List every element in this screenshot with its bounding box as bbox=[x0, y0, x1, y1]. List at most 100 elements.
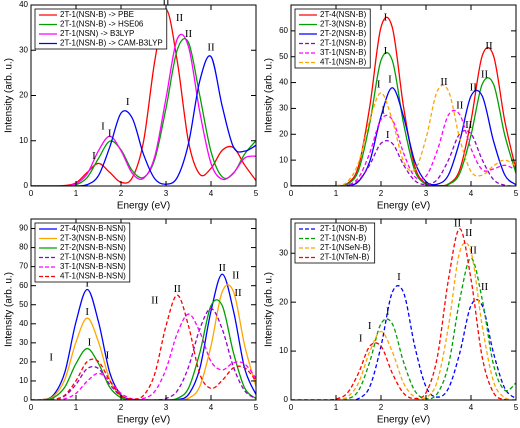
peak-label: II bbox=[465, 227, 473, 239]
y-tick-label: 80 bbox=[19, 243, 28, 252]
axes-frame bbox=[290, 218, 517, 401]
y-tick-label: 10 bbox=[279, 155, 288, 164]
peak-label: II bbox=[440, 76, 448, 88]
legend-entry: 2T-1(NSN-B) bbox=[299, 234, 367, 243]
peak-label: II bbox=[176, 12, 184, 24]
peak-label: I bbox=[85, 306, 89, 318]
legend-entry: 4T-1(NSN-B) bbox=[299, 58, 367, 67]
legend-entry: 4T-1(NSN-B-NSN) bbox=[39, 272, 126, 281]
peak-label: I bbox=[397, 271, 401, 283]
x-tick-label: 3 bbox=[424, 189, 429, 198]
x-tick-label: 3 bbox=[164, 403, 169, 412]
x-tick-label: 2 bbox=[379, 189, 384, 198]
x-tick-label: 1 bbox=[334, 189, 339, 198]
peak-label: II bbox=[470, 244, 478, 256]
x-tick-label: 4 bbox=[469, 403, 474, 412]
y-tick-label: 50 bbox=[19, 300, 28, 309]
y-tick-label: 10 bbox=[19, 136, 28, 145]
legend: 2T-4(NSN-B-NSN)2T-3(NSN-B-NSN)2T-2(NSN-B… bbox=[34, 222, 131, 283]
legend-entry: 2T-3(NSN-B) bbox=[299, 20, 367, 29]
legend-label: 2T-1(NSeN-B) bbox=[320, 243, 371, 252]
y-axis-title: Intensity (arb. u.) bbox=[264, 58, 275, 133]
y-tick-label: 40 bbox=[279, 78, 288, 87]
x-tick-label: 2 bbox=[379, 403, 384, 412]
legend-label: 2T-1(NTeN-B) bbox=[320, 253, 370, 262]
peak-label: I bbox=[368, 320, 372, 332]
peak-label: I bbox=[101, 121, 105, 133]
x-tick-label: 0 bbox=[29, 403, 34, 412]
axes-frame bbox=[290, 4, 517, 187]
y-axis-title: Intensity (arb. u.) bbox=[4, 58, 15, 133]
legend-entry: 2T-1(NSeN-B) bbox=[299, 243, 371, 252]
peak-label: II bbox=[234, 287, 242, 299]
y-tick-label: 70 bbox=[19, 262, 28, 271]
x-tick-label: 4 bbox=[469, 189, 474, 198]
legend-entry: 2T-1(NSN) -> B3LYP bbox=[39, 29, 134, 38]
legend-box bbox=[294, 222, 376, 264]
legend-entry: 2T-1(NSN-B) -> CAM-B3LYP bbox=[39, 39, 163, 48]
legend-box bbox=[34, 222, 131, 283]
spectrum-line bbox=[31, 284, 256, 400]
x-tick-label: 0 bbox=[289, 403, 294, 412]
spectrum-line bbox=[31, 55, 256, 186]
legend-label: 2T-2(NSN-B-NSN) bbox=[60, 243, 126, 252]
legend-label: 2T-4(NSN-B-NSN) bbox=[60, 224, 126, 233]
y-axis-title: Intensity (arb. u.) bbox=[4, 272, 15, 347]
legend-entry: 2T-4(NSN-B) bbox=[299, 10, 367, 19]
x-tick-label: 2 bbox=[119, 403, 124, 412]
legend-label: 2T-1(NSN-B) -> CAM-B3LYP bbox=[60, 39, 163, 48]
peak-label: I bbox=[386, 305, 390, 317]
legend-entry: 3T-1(NSN-B-NSN) bbox=[39, 262, 126, 271]
peak-label: I bbox=[381, 105, 385, 117]
peak-label: I bbox=[388, 74, 392, 86]
peak-label: I bbox=[49, 352, 53, 364]
legend-entry: 2T-4(NSN-B-NSN) bbox=[39, 224, 126, 233]
spectrum-line bbox=[31, 273, 256, 400]
legend-label: 2T-1(NSN-B-NSN) bbox=[60, 253, 126, 262]
plot-area bbox=[291, 228, 516, 400]
y-tick-label: 60 bbox=[19, 281, 28, 290]
spectrum-line bbox=[291, 51, 516, 186]
y-tick-label: 40 bbox=[19, 319, 28, 328]
x-tick-label: 2 bbox=[119, 189, 124, 198]
peak-label: II bbox=[481, 68, 489, 80]
legend-box bbox=[294, 8, 371, 69]
y-tick-label: 50 bbox=[279, 52, 288, 61]
legend-label: 2T-1(NSN) -> B3LYP bbox=[60, 29, 134, 38]
peak-label: II bbox=[151, 294, 159, 306]
spectrum-line bbox=[291, 228, 516, 400]
x-tick-label: 4 bbox=[209, 403, 214, 412]
x-axis-title: Energy (eV) bbox=[117, 415, 170, 426]
y-tick-label: 0 bbox=[24, 395, 29, 404]
legend-entry: 2T-1(NSN-B-NSN) bbox=[39, 253, 126, 262]
y-tick-label: 20 bbox=[19, 91, 28, 100]
x-tick-label: 0 bbox=[29, 189, 34, 198]
peak-label: I bbox=[126, 96, 130, 108]
spectrum-line bbox=[291, 87, 516, 186]
y-tick-label: 0 bbox=[284, 181, 289, 190]
y-tick-label: 20 bbox=[279, 129, 288, 138]
legend-label: 2T-1(NON-B) bbox=[320, 224, 367, 233]
legend: 2T-4(NSN-B)2T-3(NSN-B)2T-2(NSN-B)2T-1(NS… bbox=[294, 8, 371, 69]
legend-label: 4T-1(NSN-B-NSN) bbox=[60, 272, 126, 281]
spectrum-line bbox=[31, 37, 256, 186]
plot-area bbox=[31, 273, 256, 400]
y-tick-label: 10 bbox=[279, 346, 288, 355]
x-tick-label: 5 bbox=[514, 403, 519, 412]
y-tick-label: 20 bbox=[19, 357, 28, 366]
x-tick-label: 5 bbox=[514, 189, 519, 198]
spectrum-line bbox=[31, 313, 256, 400]
x-tick-label: 1 bbox=[334, 403, 339, 412]
peak-label: I bbox=[359, 332, 363, 344]
y-tick-label: 0 bbox=[24, 181, 29, 190]
x-axis-title: Energy (eV) bbox=[377, 201, 430, 212]
peak-label: II bbox=[481, 281, 489, 293]
spectrum-line bbox=[31, 33, 256, 186]
spectrum-line bbox=[291, 84, 516, 186]
legend-label: 2T-1(NSN-B) bbox=[320, 234, 367, 243]
axes-frame bbox=[30, 218, 257, 401]
legend-entry: 2T-1(NTeN-B) bbox=[299, 253, 370, 262]
